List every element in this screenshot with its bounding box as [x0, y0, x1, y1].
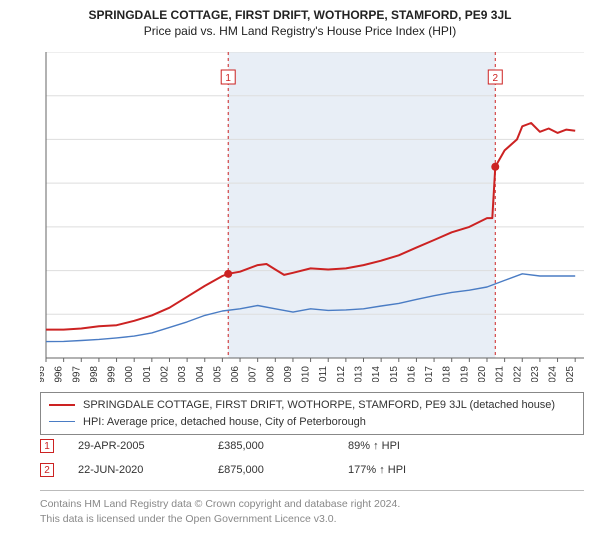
price-chart: £0£200K£400K£600K£800K£1.0M£1.2M£1.4M199…: [40, 52, 584, 382]
svg-text:2012: 2012: [336, 366, 347, 382]
svg-text:2020: 2020: [477, 366, 488, 382]
chart-svg: £0£200K£400K£600K£800K£1.0M£1.2M£1.4M199…: [40, 52, 584, 382]
chart-title-sub: Price paid vs. HM Land Registry's House …: [10, 24, 590, 38]
svg-text:2006: 2006: [230, 366, 241, 382]
legend-swatch-property: [49, 404, 75, 406]
svg-text:2013: 2013: [354, 366, 365, 382]
svg-text:2018: 2018: [442, 366, 453, 382]
svg-text:1: 1: [225, 73, 231, 84]
chart-legend: SPRINGDALE COTTAGE, FIRST DRIFT, WOTHORP…: [40, 392, 584, 435]
legend-item-hpi: HPI: Average price, detached house, City…: [49, 414, 575, 431]
svg-text:2021: 2021: [495, 366, 506, 382]
svg-text:2001: 2001: [142, 366, 153, 382]
svg-text:2010: 2010: [301, 366, 312, 382]
chart-title-block: SPRINGDALE COTTAGE, FIRST DRIFT, WOTHORP…: [0, 0, 600, 42]
svg-text:1997: 1997: [71, 366, 82, 382]
table-row: 2 22-JUN-2020 £875,000 177% ↑ HPI: [40, 458, 584, 482]
transaction-price: £385,000: [218, 440, 348, 452]
marker-badge: 1: [40, 439, 54, 453]
transaction-date: 29-APR-2005: [78, 440, 218, 452]
svg-text:2003: 2003: [177, 366, 188, 382]
transaction-price: £875,000: [218, 464, 348, 476]
svg-text:2004: 2004: [195, 366, 206, 382]
legend-label: SPRINGDALE COTTAGE, FIRST DRIFT, WOTHORP…: [83, 397, 555, 414]
svg-text:2000: 2000: [124, 366, 135, 382]
footer-line: Contains HM Land Registry data © Crown c…: [40, 497, 584, 512]
svg-text:2019: 2019: [459, 366, 470, 382]
svg-text:2023: 2023: [530, 366, 541, 382]
svg-text:2007: 2007: [248, 366, 259, 382]
svg-text:2005: 2005: [212, 366, 223, 382]
svg-text:1995: 1995: [40, 366, 47, 382]
footer-attribution: Contains HM Land Registry data © Crown c…: [40, 490, 584, 526]
svg-text:1998: 1998: [89, 366, 100, 382]
svg-text:2024: 2024: [548, 366, 559, 382]
transaction-delta: 89% ↑ HPI: [348, 440, 488, 452]
footer-line: This data is licensed under the Open Gov…: [40, 512, 584, 527]
svg-text:2015: 2015: [389, 366, 400, 382]
table-row: 1 29-APR-2005 £385,000 89% ↑ HPI: [40, 434, 584, 458]
svg-text:2: 2: [492, 73, 498, 84]
transaction-date: 22-JUN-2020: [78, 464, 218, 476]
transaction-delta: 177% ↑ HPI: [348, 464, 488, 476]
marker-badge: 2: [40, 463, 54, 477]
transaction-table: 1 29-APR-2005 £385,000 89% ↑ HPI 2 22-JU…: [40, 434, 584, 482]
chart-title-main: SPRINGDALE COTTAGE, FIRST DRIFT, WOTHORP…: [10, 8, 590, 22]
svg-text:2008: 2008: [265, 366, 276, 382]
svg-text:2002: 2002: [159, 366, 170, 382]
svg-text:2016: 2016: [406, 366, 417, 382]
svg-text:2025: 2025: [565, 366, 576, 382]
svg-text:2009: 2009: [283, 366, 294, 382]
svg-text:2017: 2017: [424, 366, 435, 382]
svg-text:1999: 1999: [107, 366, 118, 382]
svg-text:1996: 1996: [54, 366, 65, 382]
svg-text:2014: 2014: [371, 366, 382, 382]
legend-label: HPI: Average price, detached house, City…: [83, 414, 366, 431]
svg-text:2011: 2011: [318, 366, 329, 382]
svg-text:2022: 2022: [512, 366, 523, 382]
legend-item-property: SPRINGDALE COTTAGE, FIRST DRIFT, WOTHORP…: [49, 397, 575, 414]
legend-swatch-hpi: [49, 421, 75, 422]
